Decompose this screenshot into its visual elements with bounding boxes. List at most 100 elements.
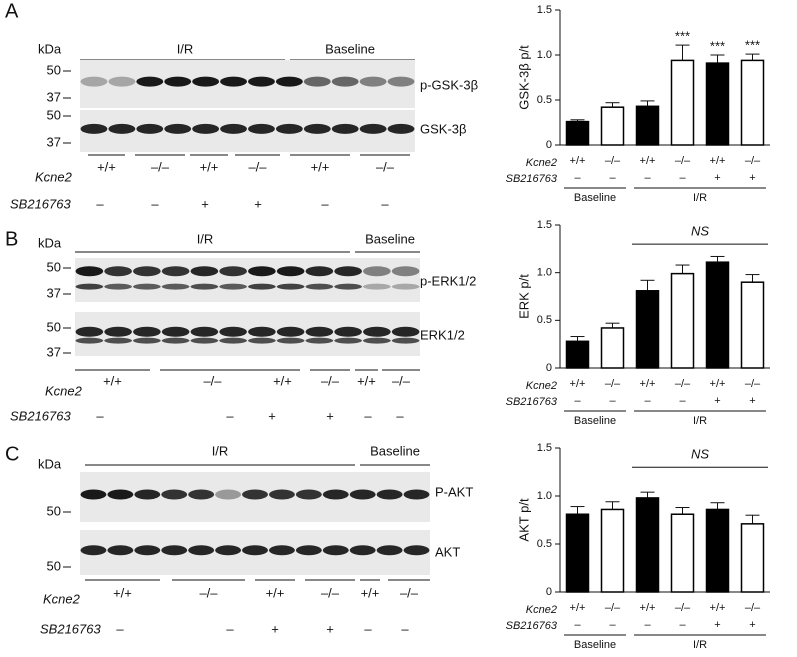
blot-band [104, 337, 132, 344]
x-tick-label: –/– [675, 155, 691, 167]
blot-band [334, 337, 362, 344]
blot-band [305, 266, 334, 277]
genotype-label: –/– [151, 159, 170, 174]
blot-band [403, 489, 430, 500]
blot-band [75, 283, 104, 290]
blot-band [376, 489, 403, 500]
group-label: I/R [197, 231, 214, 246]
genotype-label: +/+ [200, 159, 219, 174]
blot-band [188, 489, 215, 500]
kda-label: kDa [38, 235, 62, 250]
blot-band [359, 123, 387, 134]
blot-band [80, 545, 107, 556]
genotype-label: –/– [321, 373, 340, 388]
blot-band [220, 123, 247, 134]
x-tick-label: +/+ [570, 155, 586, 167]
sb-sign: – [401, 621, 409, 636]
marker-label: 50 [47, 319, 61, 334]
bar [600, 106, 625, 146]
x-tick-label: –/– [745, 378, 761, 390]
bar [670, 513, 695, 593]
row-label: SB216763 [10, 196, 71, 211]
blot-band [248, 123, 275, 134]
x-tick-label: –/– [605, 378, 621, 390]
genotype-label: –/– [400, 585, 419, 600]
blot-band [108, 123, 136, 134]
blot-band [275, 123, 303, 134]
y-tick-label: 1.5 [537, 442, 552, 454]
blot-band [275, 76, 303, 87]
sb-sign: + [254, 196, 262, 211]
blot-band [248, 326, 276, 337]
x-tick-label: +/+ [640, 155, 656, 167]
x-tick-label: +/+ [570, 602, 586, 614]
blot-band [219, 326, 247, 337]
band-label: P-AKT [435, 484, 473, 499]
blot-band [134, 545, 161, 556]
x-tick-label: –/– [675, 602, 691, 614]
x-tick-label: –/– [605, 602, 621, 614]
group-label: I/R [693, 639, 707, 651]
bar [705, 62, 730, 146]
group-label: Baseline [365, 231, 415, 246]
y-tick-label: 0.5 [537, 538, 552, 550]
blot-band [334, 326, 362, 337]
sb-sign: – [609, 395, 616, 407]
blot-band [104, 283, 132, 290]
sb-sign: + [268, 408, 276, 423]
bar [740, 281, 765, 369]
blot-band [75, 337, 104, 344]
blot-band [248, 283, 276, 290]
row-label: Kcne2 [43, 591, 81, 606]
blot-band [331, 76, 359, 87]
marker-label: 50 [47, 503, 61, 518]
bar [565, 340, 590, 369]
sb-sign: – [679, 172, 686, 184]
group-label: Baseline [574, 639, 616, 651]
blot-band [134, 489, 161, 500]
blot-band [322, 545, 349, 556]
blot-band [387, 123, 415, 134]
band-label: ERK1/2 [420, 327, 465, 342]
panel-letter: A [5, 0, 19, 22]
genotype-label: –/– [203, 373, 222, 388]
y-axis-label: AKT p/t [516, 498, 531, 542]
genotype-label: –/– [321, 585, 340, 600]
significance-label: *** [710, 38, 725, 53]
sb-sign: – [381, 196, 389, 211]
row-label: SB216763 [40, 621, 101, 636]
marker-label: 37 [47, 344, 61, 359]
blot-band [107, 545, 134, 556]
x-tick-label: +/+ [710, 602, 726, 614]
marker-label: 37 [47, 89, 61, 104]
sb-sign: + [326, 408, 334, 423]
group-label: I/R [212, 443, 229, 458]
group-label: I/R [177, 41, 194, 56]
bar [565, 513, 590, 593]
blot-band [219, 283, 247, 290]
blot-band [303, 123, 331, 134]
blot-band [190, 266, 219, 277]
sb-sign: – [574, 172, 581, 184]
sb-sign: – [396, 408, 404, 423]
blot-band [161, 337, 190, 344]
blot-band [164, 123, 192, 134]
genotype-label: +/+ [273, 373, 292, 388]
blot-band [133, 266, 161, 277]
group-label: Baseline [574, 415, 616, 427]
group-label: I/R [693, 192, 707, 204]
bar [600, 508, 625, 593]
bar [705, 508, 730, 593]
blot-band [303, 76, 331, 87]
blot-band [133, 326, 161, 337]
blot-band [242, 545, 268, 556]
sb-sign: – [364, 621, 372, 636]
y-axis-label: ERK p/t [516, 274, 531, 319]
sb-sign: – [679, 619, 686, 631]
marker-label: 50 [47, 107, 61, 122]
row-label: SB216763 [506, 396, 558, 408]
bar [635, 497, 660, 593]
blot-band [269, 545, 295, 556]
marker-label: 50 [47, 259, 61, 274]
bar [670, 272, 695, 369]
